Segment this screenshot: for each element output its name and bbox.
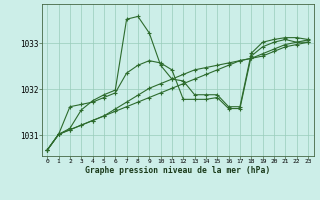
X-axis label: Graphe pression niveau de la mer (hPa): Graphe pression niveau de la mer (hPa) [85,166,270,175]
